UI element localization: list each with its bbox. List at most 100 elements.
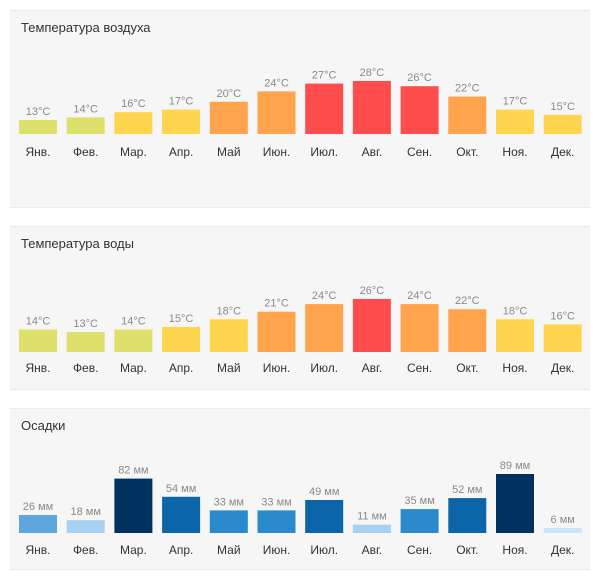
water-month-label: Янв.	[25, 361, 50, 375]
air-bar	[352, 81, 391, 134]
precip-value-label: 33 мм	[214, 496, 244, 508]
water-value-label: 14°C	[121, 316, 146, 328]
water-bar	[19, 329, 57, 352]
precip-bar	[352, 524, 391, 533]
precipitation-title: Осадки	[21, 418, 66, 433]
air-bar	[448, 96, 487, 134]
water-value-label: 24°C	[312, 290, 337, 302]
water-month-label: Июл.	[310, 361, 338, 375]
air-bar	[257, 91, 296, 134]
air-bar	[400, 86, 439, 134]
water-bar	[66, 332, 105, 352]
precipitation-chart: 26 мм Янв. 18 мм Фев. 82 мм Мар. 54 мм Апр. 33 м…	[19, 460, 582, 557]
precip-bar	[448, 498, 487, 533]
precip-month-label: Дек.	[551, 543, 574, 557]
precip-bar	[19, 515, 57, 533]
precip-value-label: 35 мм	[404, 495, 434, 507]
precip-bar	[209, 510, 248, 533]
water-bar	[496, 319, 534, 352]
precip-bar	[543, 528, 582, 533]
air-value-label: 17°C	[169, 96, 194, 108]
precip-value-label: 89 мм	[500, 460, 530, 472]
air-bar	[209, 101, 248, 134]
water-temperature-panel: Температура воды 14°C Янв. 13°C Фев. 14°C Мар…	[10, 226, 590, 390]
air-value-label: 26°C	[407, 72, 432, 84]
precip-value-label: 33 мм	[261, 496, 291, 508]
precip-bar	[496, 474, 534, 533]
air-bar	[162, 109, 201, 134]
water-bar	[352, 299, 391, 352]
water-value-label: 18°C	[503, 305, 528, 317]
water-temperature-title: Температура воды	[21, 236, 134, 251]
water-temperature-chart: 14°C Янв. 13°C Фев. 14°C Мар. 15°C Апр. 18°C Май 2…	[19, 285, 582, 375]
water-bar	[114, 329, 153, 352]
air-month-label: Мар.	[120, 145, 147, 159]
precip-bar	[305, 500, 344, 533]
precip-month-label: Май	[217, 543, 241, 557]
water-bar	[400, 304, 439, 352]
precip-bar	[400, 509, 439, 533]
water-month-label: Мар.	[120, 361, 147, 375]
precip-month-label: Июл.	[310, 543, 338, 557]
water-month-label: Авг.	[362, 361, 383, 375]
precip-month-label: Фев.	[73, 543, 99, 557]
water-value-label: 14°C	[26, 316, 51, 328]
air-month-label: Июл.	[310, 145, 338, 159]
air-value-label: 28°C	[360, 67, 385, 79]
precip-month-label: Апр.	[169, 543, 194, 557]
precip-value-label: 49 мм	[309, 486, 339, 498]
precip-bar	[114, 478, 153, 533]
air-value-label: 20°C	[217, 88, 242, 100]
water-month-label: Июн.	[263, 361, 291, 375]
water-bar	[162, 326, 201, 352]
air-value-label: 27°C	[312, 70, 337, 82]
water-value-label: 22°C	[455, 295, 480, 307]
water-month-label: Сен.	[407, 361, 432, 375]
air-temperature-chart: 13°C Янв. 14°C Фев. 16°C Мар. 17°C Апр. 20°C Май 2…	[19, 67, 582, 159]
precip-month-label: Мар.	[120, 543, 147, 557]
air-bar	[114, 112, 153, 134]
water-bar	[543, 324, 582, 352]
water-value-label: 16°C	[550, 310, 575, 322]
water-bar	[257, 311, 296, 352]
water-bar	[448, 309, 487, 352]
precip-bar	[162, 496, 201, 533]
air-month-label: Окт.	[456, 145, 478, 159]
precip-value-label: 26 мм	[23, 501, 53, 513]
water-value-label: 24°C	[407, 290, 432, 302]
air-month-label: Апр.	[169, 145, 194, 159]
precip-bar	[257, 510, 296, 533]
air-value-label: 22°C	[455, 83, 480, 95]
precip-month-label: Окт.	[456, 543, 478, 557]
precip-month-label: Авг.	[362, 543, 383, 557]
air-value-label: 16°C	[121, 98, 146, 110]
water-value-label: 18°C	[217, 305, 242, 317]
air-value-label: 17°C	[503, 96, 528, 108]
precip-value-label: 54 мм	[166, 483, 196, 495]
air-bar	[66, 117, 105, 134]
precip-value-label: 6 мм	[551, 514, 575, 526]
air-month-label: Янв.	[25, 145, 50, 159]
water-value-label: 26°C	[360, 285, 385, 297]
air-bar	[496, 109, 534, 134]
air-bar	[19, 120, 57, 134]
precip-bar	[66, 520, 105, 533]
air-bar	[543, 114, 582, 134]
air-month-label: Май	[217, 145, 241, 159]
precipitation-panel: Осадки 26 мм Янв. 18 мм Фев. 82 мм Мар. 54 мм А…	[10, 408, 590, 570]
air-value-label: 13°C	[26, 106, 51, 118]
precip-month-label: Янв.	[25, 543, 50, 557]
water-value-label: 15°C	[169, 313, 194, 325]
precip-value-label: 18 мм	[70, 506, 100, 518]
air-month-label: Дек.	[551, 145, 574, 159]
water-value-label: 21°C	[264, 298, 289, 310]
water-month-label: Май	[217, 361, 241, 375]
air-month-label: Июн.	[263, 145, 291, 159]
precip-value-label: 11 мм	[357, 511, 387, 523]
water-month-label: Фев.	[73, 361, 99, 375]
water-bar	[305, 304, 344, 352]
precip-month-label: Июн.	[263, 543, 291, 557]
water-value-label: 13°C	[73, 318, 98, 330]
water-month-label: Дек.	[551, 361, 574, 375]
air-temperature-title: Температура воздуха	[21, 20, 151, 35]
